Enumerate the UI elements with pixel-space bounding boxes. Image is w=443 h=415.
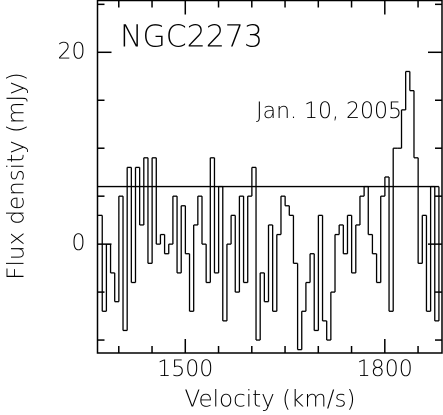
plot-frame xyxy=(96,0,443,354)
y-tick-label: 20 xyxy=(58,39,86,64)
plot-area xyxy=(97,70,440,351)
y-axis-label: Flux density (mJy) xyxy=(4,72,30,280)
x-axis-label: Velocity (km/s) xyxy=(185,387,356,413)
x-tick-label: 1800 xyxy=(357,357,413,382)
chart-title: NGC2273 xyxy=(120,20,263,55)
x-tick-label: 1500 xyxy=(157,357,213,382)
y-tick-label: 0 xyxy=(72,231,86,256)
step-connector xyxy=(101,71,440,350)
annotation: Jan. 10, 2005 xyxy=(256,99,402,124)
